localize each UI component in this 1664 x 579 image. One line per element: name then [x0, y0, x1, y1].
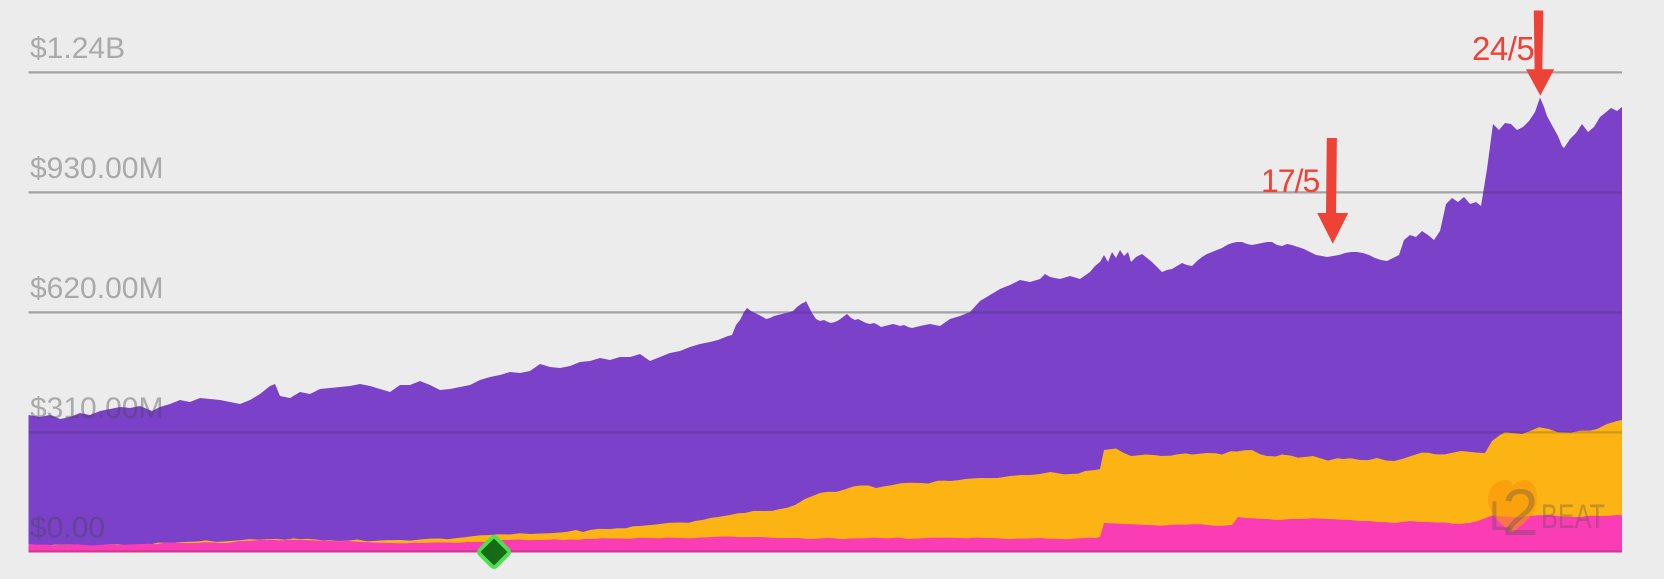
svg-text:BEAT: BEAT [1541, 498, 1605, 536]
svg-text:L: L [1489, 492, 1512, 539]
svg-text:24/5: 24/5 [1472, 30, 1534, 67]
svg-text:$0.00: $0.00 [30, 511, 105, 544]
svg-text:$620.00M: $620.00M [30, 272, 163, 305]
svg-text:2: 2 [1502, 475, 1539, 549]
svg-text:$1.24B: $1.24B [30, 32, 125, 65]
svg-text:17/5: 17/5 [1261, 163, 1319, 199]
svg-text:$930.00M: $930.00M [30, 152, 163, 185]
svg-text:$310.00M: $310.00M [30, 392, 163, 425]
